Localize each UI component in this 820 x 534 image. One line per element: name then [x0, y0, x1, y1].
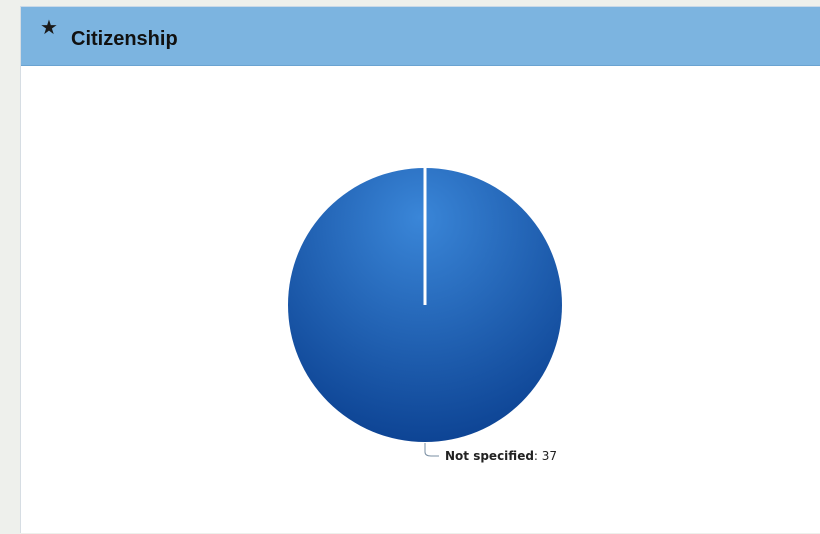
pie-chart-area: Not specified: 37: [21, 66, 820, 534]
star-icon: ★: [40, 17, 58, 39]
slice-data-label: Not specified: 37: [445, 449, 557, 463]
citizenship-panel: ★ Citizenship Not specified: 37: [20, 6, 820, 533]
slice-label-name: Not specified: [445, 449, 534, 463]
pie-labels: Not specified: 37: [424, 443, 557, 463]
panel-title: Citizenship: [71, 28, 178, 50]
panel-header: ★ Citizenship: [21, 7, 820, 66]
slice-label-value: : 37: [534, 449, 557, 463]
label-connector: [424, 443, 439, 457]
pie-chart: Not specified: 37: [288, 168, 562, 463]
pie-slices: [288, 168, 562, 442]
